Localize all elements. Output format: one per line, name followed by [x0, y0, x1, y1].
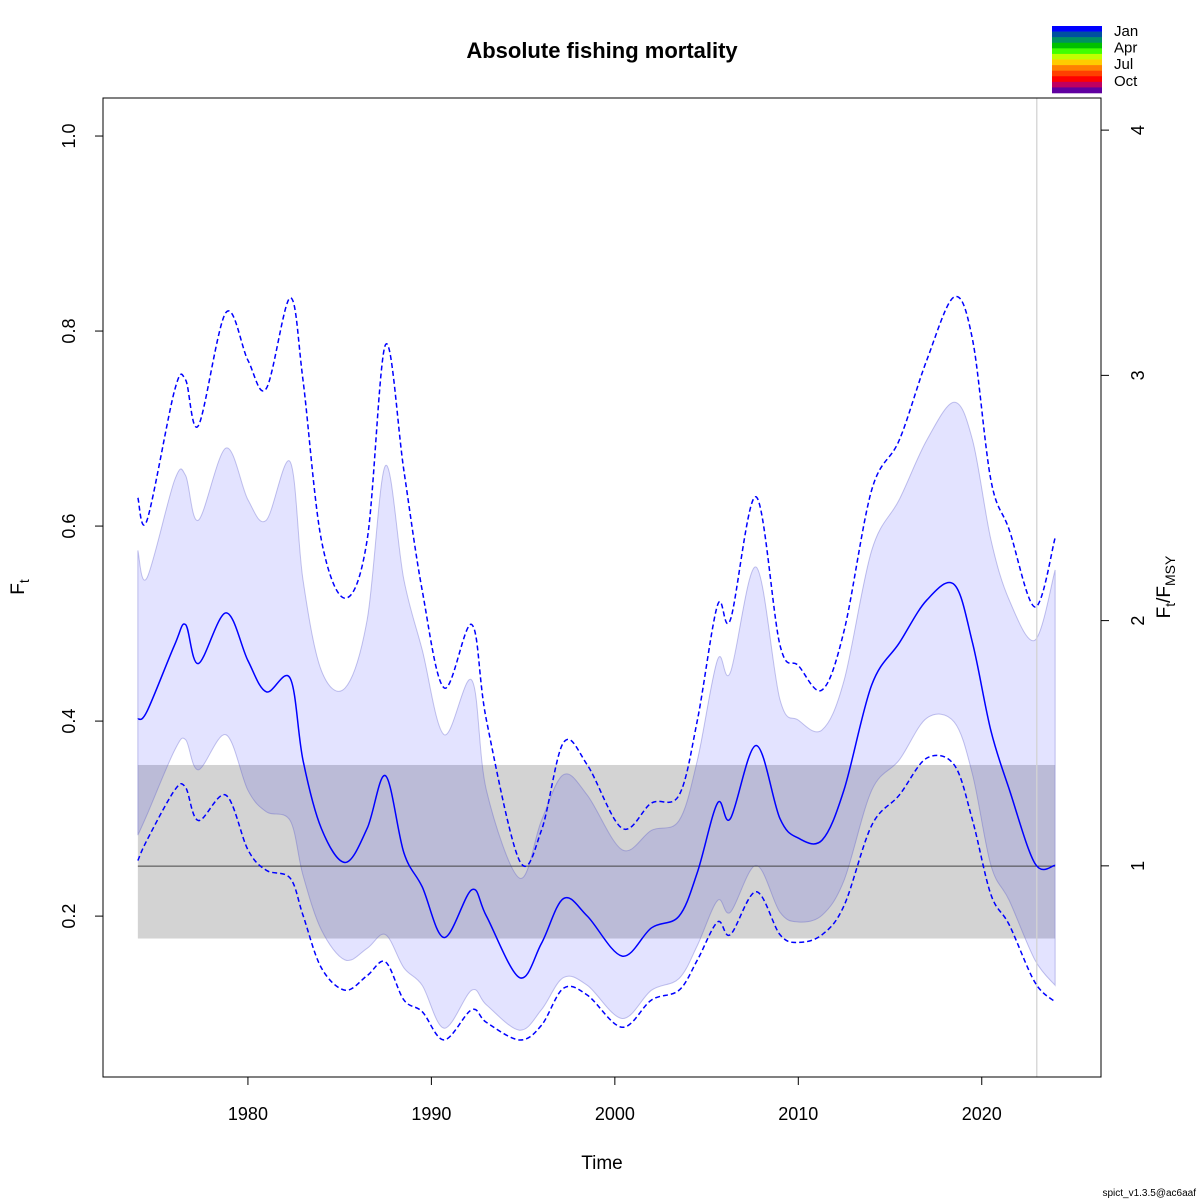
y-tick-label: 0.4: [59, 709, 79, 734]
y-axis-label: Ft: [8, 579, 32, 595]
month-swatch: [1052, 42, 1102, 49]
y-tick-label: 0.2: [59, 904, 79, 929]
x-tick-label: 2010: [778, 1104, 818, 1124]
month-swatch: [1052, 87, 1102, 94]
month-swatch: [1052, 31, 1102, 38]
ci-line: [137, 295, 1056, 868]
x-axis-label: Time: [581, 1153, 623, 1174]
label-part: MSY: [1162, 555, 1178, 586]
x-tick-label: 2000: [595, 1104, 635, 1124]
y2-tick-label: 2: [1128, 616, 1148, 626]
reference-band: [137, 764, 1056, 939]
y2-tick-label: 4: [1128, 125, 1148, 135]
month-swatch: [1052, 65, 1102, 71]
month-label: Jul: [1114, 56, 1133, 73]
y-tick-label: 0.6: [59, 514, 79, 539]
label-part: /F: [1154, 586, 1175, 603]
month-swatch: [1052, 37, 1102, 44]
x-tick-label: 2020: [962, 1104, 1002, 1124]
month-swatch: [1052, 76, 1102, 83]
y2-tick-label: 3: [1128, 370, 1148, 380]
ci-band: [137, 401, 1056, 1031]
label-part: F: [1154, 607, 1175, 619]
ci-line: [137, 754, 1056, 1041]
month-swatch: [1052, 81, 1102, 88]
y2-tick-label: 1: [1128, 861, 1148, 871]
label-part: t: [16, 579, 32, 583]
month-swatch: [1052, 53, 1102, 60]
label-part: F: [8, 583, 29, 595]
month-label: Jan: [1114, 23, 1138, 40]
y2-axis-label: Ft/FMSY: [1154, 555, 1178, 618]
month-swatch: [1052, 48, 1102, 55]
y-tick-label: 0.8: [59, 319, 79, 344]
month-swatch: [1052, 26, 1102, 32]
footer: spict_v1.3.5@ac6aaf: [1102, 1188, 1196, 1199]
x-tick-label: 1990: [411, 1104, 451, 1124]
month-swatch: [1052, 70, 1102, 77]
chart-title: Absolute fishing mortality: [466, 38, 738, 63]
month-swatch: [1052, 59, 1102, 66]
month-label: Oct: [1114, 73, 1138, 90]
month-label: Apr: [1114, 40, 1137, 57]
label-part: t: [1162, 603, 1178, 607]
y-tick-label: 1.0: [59, 124, 79, 149]
median-line: [137, 581, 1056, 979]
plot-frame: [102, 97, 1102, 1078]
x-tick-label: 1980: [228, 1104, 268, 1124]
